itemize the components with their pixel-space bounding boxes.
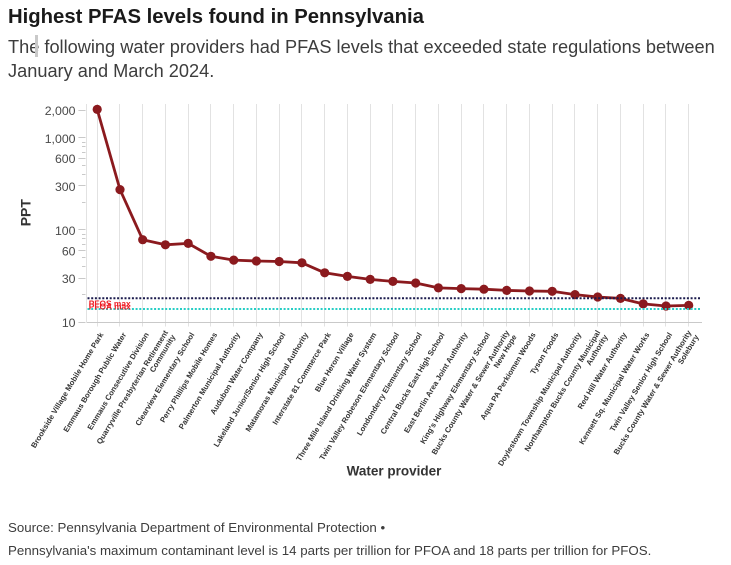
svg-text:10: 10 [62,316,76,330]
svg-text:PPT: PPT [18,199,34,227]
svg-text:300: 300 [55,180,76,194]
svg-text:60: 60 [62,244,76,258]
svg-text:30: 30 [62,272,76,286]
svg-text:Water provider: Water provider [347,464,443,479]
svg-text:2,000: 2,000 [45,104,76,118]
svg-text:100: 100 [55,224,76,238]
svg-text:600: 600 [55,152,76,166]
svg-text:PFOA max: PFOA max [89,302,131,312]
svg-text:1,000: 1,000 [45,132,76,146]
svg-text:PFOS max: PFOS max [89,298,131,308]
